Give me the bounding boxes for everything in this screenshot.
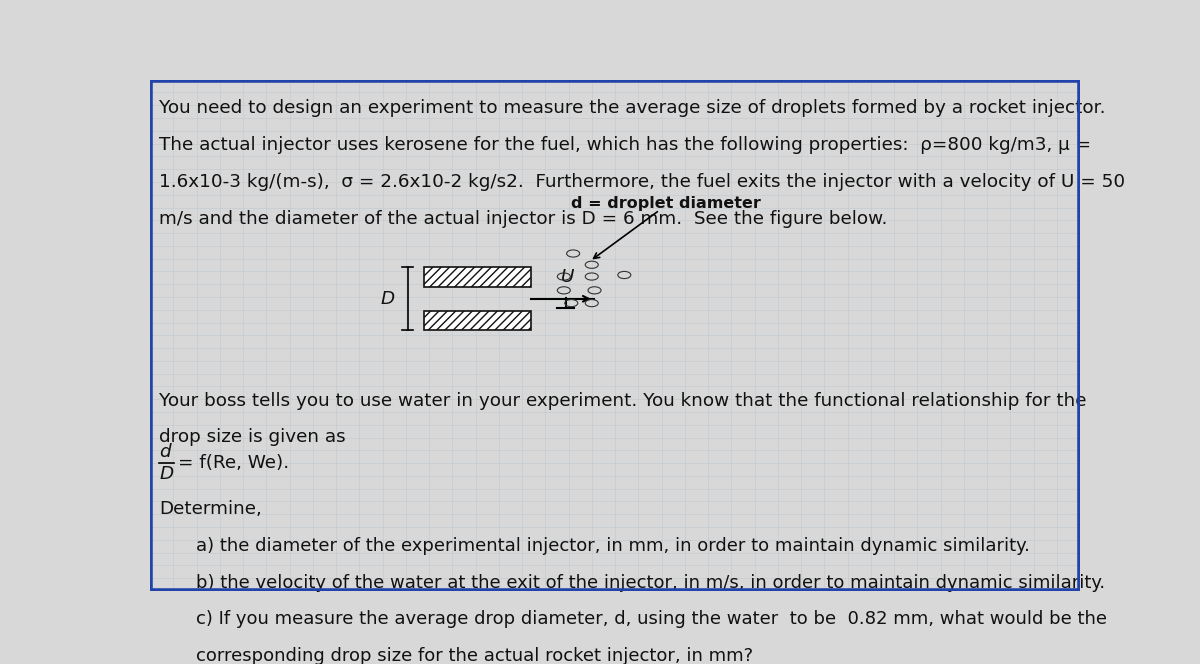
Text: d = droplet diameter: d = droplet diameter	[571, 196, 761, 211]
Text: d: d	[160, 443, 170, 461]
Bar	[425, 268, 532, 287]
Text: corresponding drop size for the actual rocket injector, in mm?: corresponding drop size for the actual r…	[197, 647, 754, 664]
Text: D: D	[380, 290, 395, 307]
Text: c) If you measure the average drop diameter, d, using the water  to be  0.82 mm,: c) If you measure the average drop diame…	[197, 610, 1108, 628]
Text: D: D	[160, 465, 174, 483]
Text: The actual injector uses kerosene for the fuel, which has the following properti: The actual injector uses kerosene for th…	[160, 136, 1092, 154]
Bar	[425, 311, 532, 330]
Text: drop size is given as: drop size is given as	[160, 428, 346, 446]
Text: U: U	[560, 268, 575, 286]
Text: = f(Re, We).: = f(Re, We).	[178, 454, 289, 472]
Text: 1.6x10-3 kg/(m-s),  σ = 2.6x10-2 kg/s2.  Furthermore, the fuel exits the injecto: 1.6x10-3 kg/(m-s), σ = 2.6x10-2 kg/s2. F…	[160, 173, 1126, 191]
Text: m/s and the diameter of the actual injector is D = 6 mm.  See the figure below.: m/s and the diameter of the actual injec…	[160, 210, 888, 228]
Text: Determine,: Determine,	[160, 500, 262, 518]
Text: Your boss tells you to use water in your experiment. You know that the functiona: Your boss tells you to use water in your…	[160, 392, 1087, 410]
Text: a) the diameter of the experimental injector, in mm, in order to maintain dynami: a) the diameter of the experimental inje…	[197, 537, 1031, 554]
Text: You need to design an experiment to measure the average size of droplets formed : You need to design an experiment to meas…	[160, 99, 1106, 117]
Text: b) the velocity of the water at the exit of the injector, in m/s, in order to ma: b) the velocity of the water at the exit…	[197, 574, 1105, 592]
